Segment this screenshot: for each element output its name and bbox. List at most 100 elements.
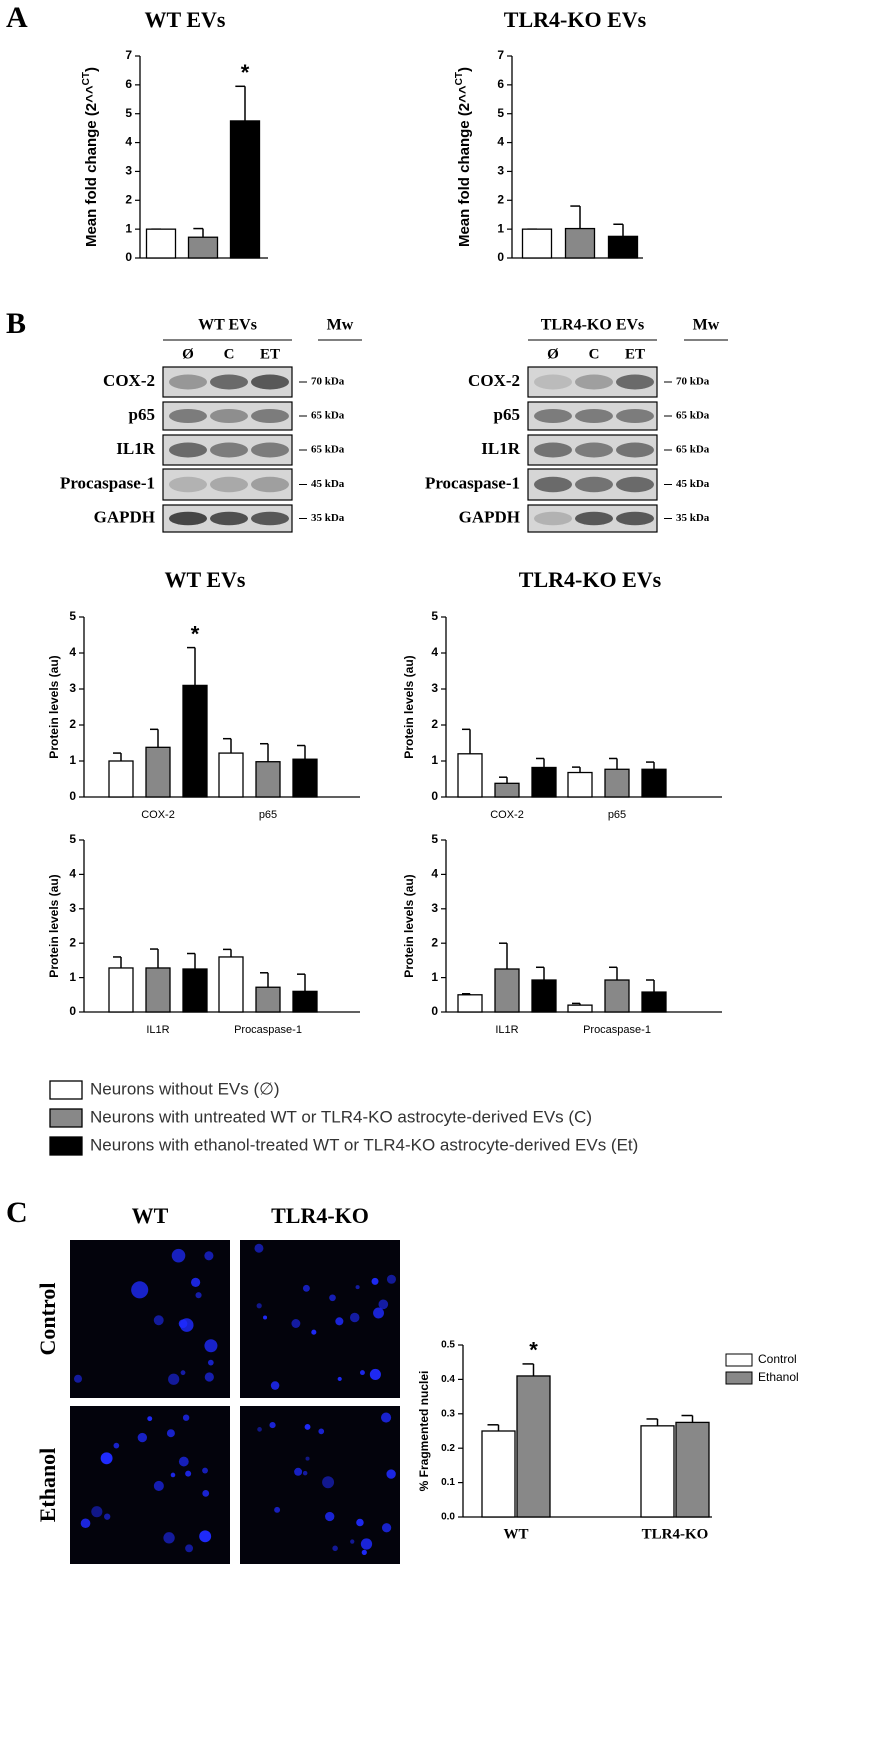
micrograph	[70, 1240, 230, 1398]
bar	[229, 120, 261, 259]
blot-band	[534, 511, 572, 526]
bar	[145, 746, 171, 798]
lane-label: C	[224, 346, 235, 362]
y-tick-label: 0.0	[441, 1512, 455, 1523]
y-tick-label: 6	[125, 77, 132, 91]
y-axis-label-text: Protein levels (au)	[402, 874, 416, 977]
legend-label: Control	[758, 1352, 797, 1366]
y-axis-label: Protein levels (au)	[402, 655, 416, 758]
y-tick-label: 5	[497, 106, 504, 120]
row-label: GAPDH	[459, 507, 520, 526]
y-axis-label-text: Protein levels (au)	[402, 655, 416, 758]
y-axis-label: % Fragmented nuclei	[417, 1371, 431, 1492]
nucleus	[256, 1303, 262, 1309]
x-tick-label: TLR4-KO	[642, 1526, 709, 1542]
nucleus	[360, 1538, 373, 1550]
y-tick-label: 5	[125, 106, 132, 120]
y-axis-label-text: Protein levels (au)	[47, 655, 61, 758]
nucleus	[302, 1470, 308, 1476]
row-label: p65	[129, 405, 155, 424]
blot-band	[210, 409, 248, 423]
bar	[567, 771, 593, 798]
y-tick-label: 4	[125, 135, 132, 149]
nucleus	[381, 1412, 392, 1423]
y-tick-label: 0	[431, 1004, 438, 1018]
nucleus	[332, 1545, 338, 1552]
blot-band	[575, 511, 613, 526]
size-label: 65 kDa	[311, 444, 345, 456]
bar	[457, 994, 483, 1013]
legend-swatch	[725, 1353, 753, 1367]
chart-title: TLR4-KO EVs	[504, 7, 647, 32]
blot-band	[210, 374, 248, 390]
nucleus	[361, 1549, 367, 1555]
y-tick-label: 1	[125, 221, 132, 235]
nucleus	[257, 1427, 262, 1432]
legend-swatch	[725, 1371, 753, 1385]
size-label: 35 kDa	[676, 512, 710, 524]
blot-band	[251, 511, 289, 526]
y-tick-label: 1	[431, 970, 438, 984]
y-axis-label-text: % Fragmented nuclei	[417, 1371, 431, 1492]
blot-band	[616, 374, 654, 390]
mw-label: Mw	[327, 317, 354, 334]
legend-swatch	[49, 1108, 83, 1128]
nucleus	[195, 1292, 202, 1299]
y-tick-label: 3	[431, 681, 438, 695]
bar	[604, 979, 630, 1013]
blot-strip	[162, 468, 293, 501]
size-label: 65 kDa	[676, 444, 710, 456]
nucleus	[263, 1315, 268, 1320]
nucleus	[311, 1329, 317, 1335]
nucleus	[204, 1372, 214, 1382]
blot-band	[534, 476, 572, 493]
nucleus	[373, 1307, 384, 1319]
y-axis-label-text: Protein levels (au)	[47, 874, 61, 977]
y-tick-label: 1	[431, 753, 438, 767]
y-axis-label-sup: CT	[81, 72, 92, 85]
bar	[292, 758, 318, 798]
x-tick-label: Procaspase-1	[583, 1024, 651, 1036]
y-tick-label: 2	[69, 935, 76, 949]
mw-label: Mw	[693, 317, 720, 334]
nucleus	[371, 1277, 379, 1285]
nucleus	[91, 1506, 103, 1518]
y-tick-label: 1	[69, 753, 76, 767]
image-row-label: Control	[35, 1283, 60, 1356]
image-row-label: Ethanol	[35, 1448, 60, 1523]
nucleus	[104, 1513, 111, 1520]
nucleus	[131, 1281, 149, 1299]
blot-band	[169, 476, 207, 493]
nucleus	[381, 1523, 392, 1533]
nucleus	[171, 1248, 186, 1263]
y-tick-label: 5	[431, 832, 438, 846]
nucleus	[386, 1469, 396, 1479]
bar	[182, 968, 208, 1013]
lane-label: Ø	[182, 346, 194, 362]
y-tick-label: 0.5	[441, 1340, 455, 1351]
blot-band	[575, 442, 613, 458]
y-tick-label: 0.3	[441, 1408, 455, 1419]
nucleus	[113, 1442, 120, 1449]
y-axis-label: Protein levels (au)	[47, 874, 61, 977]
y-tick-label: 3	[431, 901, 438, 915]
panel-label: A	[6, 1, 28, 34]
nucleus	[369, 1368, 381, 1381]
nucleus	[274, 1506, 281, 1513]
bar	[521, 228, 553, 259]
y-axis-label-text: Mean fold change (2^^	[456, 85, 473, 247]
nucleus	[182, 1414, 190, 1421]
row-label: p65	[494, 405, 520, 424]
x-tick-label: p65	[608, 809, 626, 821]
y-tick-label: 0	[69, 1004, 76, 1018]
bar	[567, 1004, 593, 1013]
blot-band	[210, 442, 248, 458]
bar	[218, 752, 244, 798]
bar	[145, 967, 171, 1013]
x-tick-label: COX-2	[490, 809, 524, 821]
bar	[641, 991, 667, 1013]
y-tick-label: 1	[69, 970, 76, 984]
nucleus	[204, 1339, 218, 1353]
nucleus	[179, 1318, 194, 1332]
